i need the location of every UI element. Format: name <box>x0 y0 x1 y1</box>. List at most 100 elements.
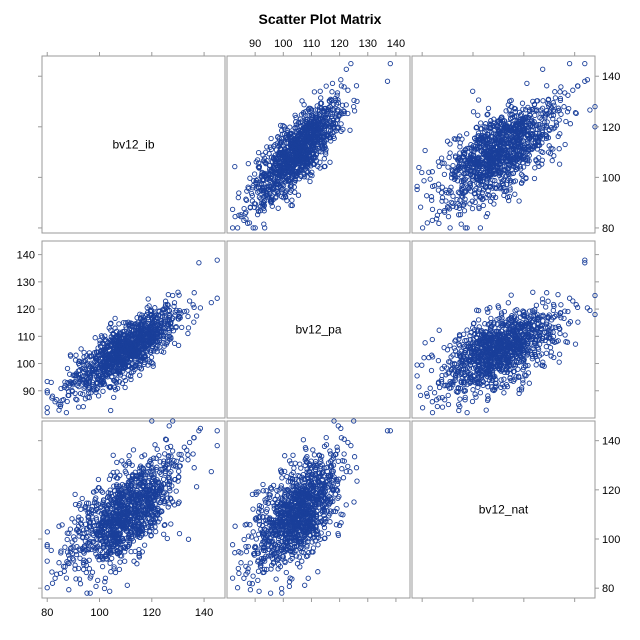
scatter-point <box>336 112 343 118</box>
scatter-point <box>283 194 289 200</box>
scatter-point <box>341 84 347 90</box>
scatter-point <box>330 106 336 112</box>
scatter-point <box>255 149 262 156</box>
scatter-point <box>284 197 290 204</box>
scatter-point <box>256 160 262 166</box>
scatter-point <box>556 161 563 167</box>
scatter-point <box>316 148 322 155</box>
scatter-point <box>295 160 302 166</box>
scatter-point <box>293 114 299 121</box>
scatter-point <box>313 158 320 164</box>
scatter-point <box>292 150 298 156</box>
scatter-point <box>295 192 302 198</box>
scatter-point <box>288 147 295 154</box>
scatter-point <box>321 115 328 121</box>
scatter-point <box>323 151 329 157</box>
scatter-point <box>295 145 301 151</box>
scatter-point <box>266 177 273 183</box>
scatter-point <box>235 194 241 201</box>
scatter-point <box>299 164 305 170</box>
scatter-point <box>304 116 310 122</box>
scatter-point <box>518 171 525 178</box>
scatter-point <box>417 204 424 210</box>
scatter-point <box>317 159 323 165</box>
scatter-point <box>285 130 291 136</box>
scatter-point <box>429 206 436 213</box>
scatter-point <box>324 115 331 121</box>
scatter-point <box>328 138 334 144</box>
scatter-point <box>319 126 325 132</box>
scatter-point <box>387 60 393 67</box>
scatter-point <box>275 205 281 211</box>
scatter-point <box>338 83 345 89</box>
scatter-point <box>334 117 340 123</box>
scatter-point <box>333 101 340 107</box>
scatter-point <box>281 153 288 159</box>
scatter-point <box>317 100 324 107</box>
scatter-point <box>305 147 311 154</box>
scatter-point <box>334 92 340 98</box>
panel-bv12_ib-bv12_ib: bv12_ib <box>41 55 226 234</box>
scatter-point <box>552 89 558 95</box>
panel-bv12_pa-bv12_ib <box>41 240 226 419</box>
scatter-point <box>311 128 317 135</box>
scatter-point <box>256 194 263 200</box>
scatter-point <box>295 120 302 126</box>
scatter-point <box>317 88 323 94</box>
scatter-point <box>264 190 270 196</box>
scatter-point <box>278 163 284 169</box>
scatter-point <box>351 103 357 110</box>
scatter-point <box>252 201 259 207</box>
panel-bv12_ib-bv12_pa <box>226 55 411 234</box>
scatter-point <box>475 112 481 118</box>
scatter-point <box>262 160 269 166</box>
scatter-point <box>329 89 335 95</box>
scatter-point <box>445 164 451 170</box>
scatter-point <box>258 173 265 179</box>
scatter-point <box>229 206 236 213</box>
scatter-point <box>272 171 278 177</box>
scatter-point <box>280 173 286 179</box>
scatter-point <box>302 141 308 147</box>
scatter-point <box>476 186 483 193</box>
scatter-point <box>285 140 291 146</box>
scatter-point <box>308 109 314 116</box>
scatter-point <box>422 147 428 154</box>
scatter-point <box>331 124 337 130</box>
scatter-point <box>247 175 253 181</box>
scatter-point <box>339 102 346 108</box>
scatter-point <box>464 225 470 231</box>
scatter-point <box>251 204 258 210</box>
scatter-point <box>241 217 247 224</box>
scatter-point <box>295 170 301 176</box>
scatter-point <box>331 135 337 142</box>
scatter-point <box>288 184 294 190</box>
scatter-point <box>242 210 248 217</box>
scatter-point <box>322 163 328 170</box>
scatter-point <box>323 83 329 89</box>
scatter-point <box>264 144 270 150</box>
scatter-point <box>301 111 307 117</box>
scatter-point <box>282 146 288 152</box>
scatter-point <box>327 96 334 102</box>
scatter-point <box>347 127 353 133</box>
scatter-point <box>470 109 477 115</box>
scatter-point <box>319 123 325 129</box>
scatter-point <box>284 168 290 174</box>
scatter-point <box>384 78 391 84</box>
scatter-point <box>234 225 241 231</box>
scatter-point <box>301 138 307 145</box>
scatter-point <box>326 127 332 133</box>
scatter-point <box>279 127 285 134</box>
scatter-point <box>448 175 455 181</box>
scatter-point <box>317 111 323 117</box>
scatter-point <box>353 83 360 89</box>
scatter-point <box>309 107 315 113</box>
scatter-point <box>507 185 513 191</box>
scatter-point <box>245 184 251 190</box>
scatter-point <box>297 119 304 126</box>
panel-bv12_pa-bv12_pa: bv12_pa <box>226 240 411 419</box>
scatter-point <box>268 196 274 203</box>
scatter-point <box>472 199 478 206</box>
scatter-point <box>330 101 337 107</box>
